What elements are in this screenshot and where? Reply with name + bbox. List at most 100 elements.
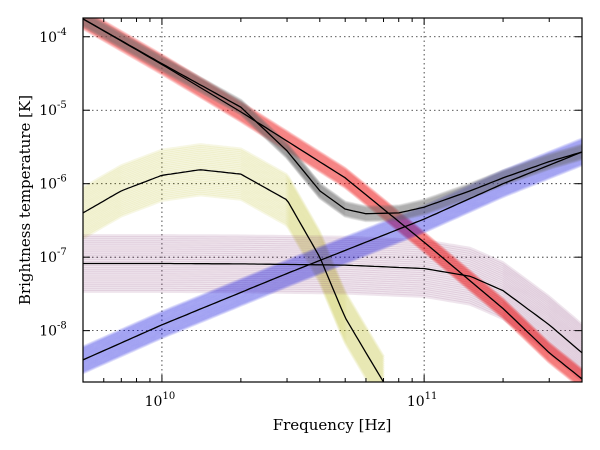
series-2-sample bbox=[93, 18, 582, 372]
series-0-sample bbox=[83, 171, 384, 382]
series-4-sample bbox=[90, 18, 582, 209]
series-2-sample bbox=[83, 19, 582, 382]
series-3-sample bbox=[83, 163, 582, 375]
series-3-line bbox=[83, 151, 582, 361]
series-2-sample bbox=[83, 23, 581, 382]
series-1-sample bbox=[83, 281, 582, 374]
series-0-sample bbox=[83, 148, 385, 364]
series-4-sample bbox=[83, 18, 582, 213]
series-4-sample bbox=[83, 18, 582, 213]
series-0-sample bbox=[83, 189, 373, 382]
series-4-sample bbox=[83, 24, 582, 223]
series-0-sample bbox=[83, 157, 385, 373]
series-2-sample bbox=[83, 24, 579, 382]
series-4-sample bbox=[89, 18, 582, 210]
y-tick-label: 10-6 bbox=[39, 174, 67, 193]
series-0-line bbox=[83, 169, 385, 382]
series-3-sample bbox=[83, 155, 582, 367]
series-0-sample bbox=[83, 156, 385, 371]
series-3-sample bbox=[83, 148, 582, 359]
series-3-sample bbox=[83, 140, 582, 352]
series-4-sample bbox=[83, 22, 582, 221]
series-1-sample bbox=[83, 287, 582, 380]
series-2-sample bbox=[83, 26, 578, 382]
series-4-sample bbox=[87, 18, 582, 211]
series-1-sample bbox=[83, 256, 582, 349]
series-3-sample bbox=[83, 161, 582, 373]
series-1-sample bbox=[83, 261, 582, 353]
series-4-sample bbox=[88, 18, 582, 210]
series-1-sample bbox=[83, 246, 582, 339]
series-1-sample bbox=[83, 289, 582, 382]
series-3-sample bbox=[83, 157, 582, 369]
series-2-sample bbox=[83, 18, 582, 379]
series-4-sample bbox=[85, 18, 582, 212]
series-0-sample bbox=[83, 161, 385, 377]
series-4-sample bbox=[86, 18, 582, 211]
series-3-sample bbox=[83, 154, 582, 366]
series-2-sample bbox=[83, 25, 578, 382]
series-1-sample bbox=[83, 238, 582, 331]
series-2-sample bbox=[83, 22, 582, 382]
x-tick-label: 1011 bbox=[407, 391, 438, 410]
series-0-sample bbox=[83, 178, 380, 382]
series-0-sample bbox=[83, 172, 383, 382]
series-1-sample bbox=[83, 244, 582, 337]
series-4-sample bbox=[83, 20, 582, 219]
series-2-sample bbox=[83, 20, 582, 382]
series-0-sample bbox=[83, 163, 385, 379]
series-2-sample bbox=[83, 18, 582, 378]
series-3-sample bbox=[83, 153, 582, 365]
series-2-sample bbox=[83, 18, 582, 382]
series-2-sample bbox=[84, 18, 582, 377]
series-0-sample bbox=[83, 182, 377, 382]
series-1-sample bbox=[83, 263, 582, 355]
series-1-line bbox=[83, 262, 582, 354]
series-4-sample bbox=[83, 18, 582, 214]
series-0-sample bbox=[83, 152, 385, 367]
series-1-sample bbox=[83, 258, 582, 351]
series-4-sample bbox=[83, 20, 582, 219]
y-tick-label: 10-8 bbox=[39, 321, 67, 340]
y-tick-label: 10-7 bbox=[39, 247, 67, 266]
series-0-sample bbox=[83, 185, 375, 382]
x-tick-label: 1010 bbox=[145, 391, 176, 410]
series-0-sample bbox=[83, 193, 371, 382]
series-3-sample bbox=[83, 141, 582, 353]
axis-ticks: 1010 1011 10-8 10-7 10-6 10-5 10-4 bbox=[39, 18, 582, 410]
series-4-sample bbox=[83, 18, 582, 214]
series-3-sample bbox=[83, 146, 582, 357]
series-0-sample bbox=[83, 165, 385, 380]
series-3-sample bbox=[83, 139, 582, 351]
series-2-sample bbox=[92, 18, 582, 372]
series-0-sample bbox=[83, 174, 382, 382]
series-3-sample bbox=[83, 138, 582, 350]
series-1-sample bbox=[83, 275, 582, 368]
series-2-sample bbox=[95, 18, 582, 371]
series-4-sample bbox=[83, 18, 582, 215]
series-4-sample bbox=[83, 19, 582, 218]
x-axis-label: Frequency [Hz] bbox=[273, 416, 392, 434]
series-lines bbox=[83, 18, 582, 382]
series-0-sample bbox=[83, 187, 374, 382]
series-2-sample bbox=[90, 18, 582, 374]
series-4-sample bbox=[83, 19, 582, 217]
series-2-sample bbox=[91, 18, 582, 373]
series-2-sample bbox=[83, 27, 577, 382]
series-1-sample bbox=[83, 250, 582, 343]
series-3-sample bbox=[83, 162, 582, 374]
series-2-sample bbox=[85, 18, 582, 377]
series-3-sample bbox=[83, 142, 582, 354]
series-3-sample bbox=[83, 153, 582, 364]
series-1-sample bbox=[83, 265, 582, 358]
series-1-sample bbox=[83, 236, 582, 329]
series-2-sample bbox=[83, 24, 580, 382]
series-3-sample bbox=[83, 152, 582, 363]
y-tick-label: 10-5 bbox=[39, 100, 67, 119]
series-4-sample bbox=[90, 18, 582, 209]
series-3-sample bbox=[83, 143, 582, 355]
series-0-sample bbox=[83, 176, 381, 382]
series-0-sample bbox=[83, 180, 378, 382]
series-0-sample bbox=[83, 146, 385, 362]
